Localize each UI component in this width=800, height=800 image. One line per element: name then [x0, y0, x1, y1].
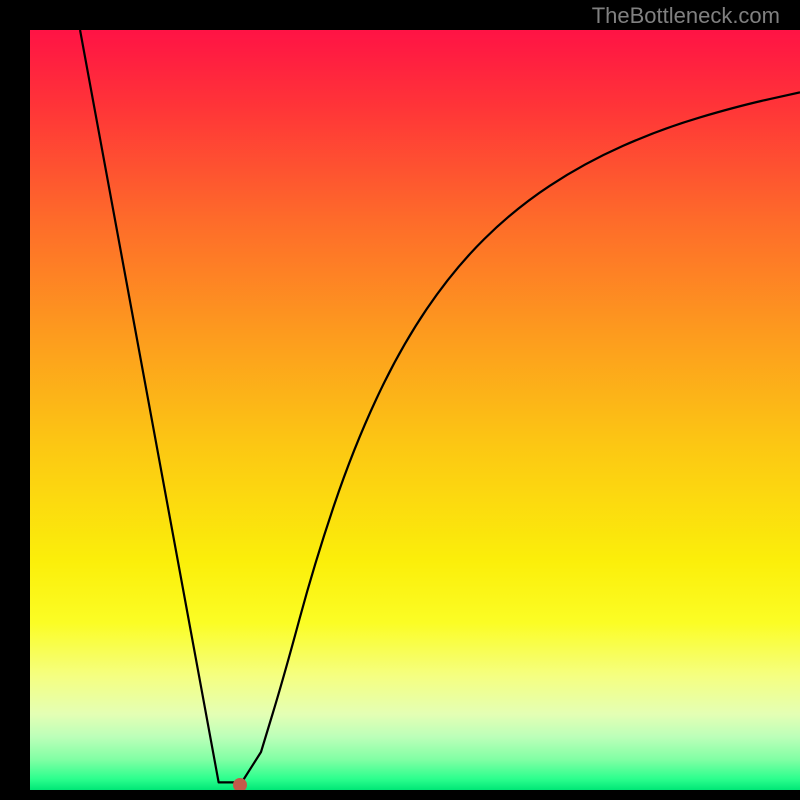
plot-area [30, 30, 800, 790]
bottleneck-curve [80, 30, 800, 782]
optimum-marker [233, 778, 247, 790]
watermark-text: TheBottleneck.com [592, 3, 780, 29]
curve-svg [30, 30, 800, 790]
